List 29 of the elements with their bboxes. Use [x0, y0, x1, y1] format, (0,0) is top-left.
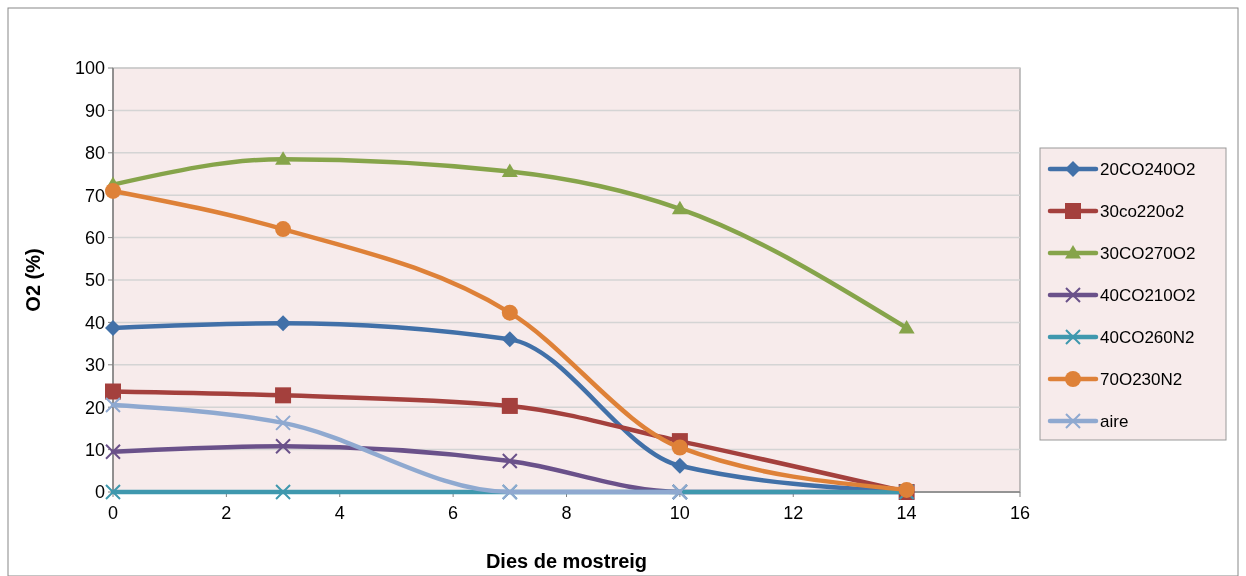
legend-label: 40CO210O2 [1100, 285, 1196, 305]
y-tick-label: 50 [84, 270, 105, 291]
x-tick-label: 12 [783, 503, 804, 523]
y-tick-label: 70 [84, 185, 105, 206]
y-tick-label: 90 [84, 100, 105, 121]
x-tick-label: 8 [561, 503, 572, 523]
y-tick-label: 40 [84, 312, 105, 333]
y-axis-title: O2 (%) [22, 248, 44, 312]
x-axis-title: Dies de mostreig [485, 550, 648, 572]
legend-label: 40CO260N2 [1100, 327, 1195, 347]
x-tick-label: 14 [896, 503, 917, 523]
legend-label: 30CO270O2 [1100, 243, 1196, 263]
y-tick-label: 30 [84, 355, 105, 376]
y-tick-label: 20 [84, 397, 105, 418]
x-tick-label: 2 [221, 503, 232, 523]
x-tick-label: 10 [669, 503, 690, 523]
x-tick-label: 16 [1009, 503, 1031, 523]
y-tick-label: 100 [74, 58, 105, 79]
legend-label: 70O230N2 [1100, 369, 1183, 389]
legend-label: aire [1100, 411, 1129, 431]
legend-label: 20CO240O2 [1100, 159, 1196, 179]
y-tick-label: 60 [84, 227, 105, 248]
y-tick-label: 10 [84, 439, 105, 460]
y-tick-label: 0 [94, 482, 105, 503]
x-tick-label: 6 [448, 503, 459, 523]
legend-label: 30co220o2 [1100, 201, 1185, 221]
x-tick-label: 0 [107, 503, 119, 523]
x-tick-label: 4 [334, 503, 345, 523]
y-tick-label: 80 [84, 143, 105, 164]
